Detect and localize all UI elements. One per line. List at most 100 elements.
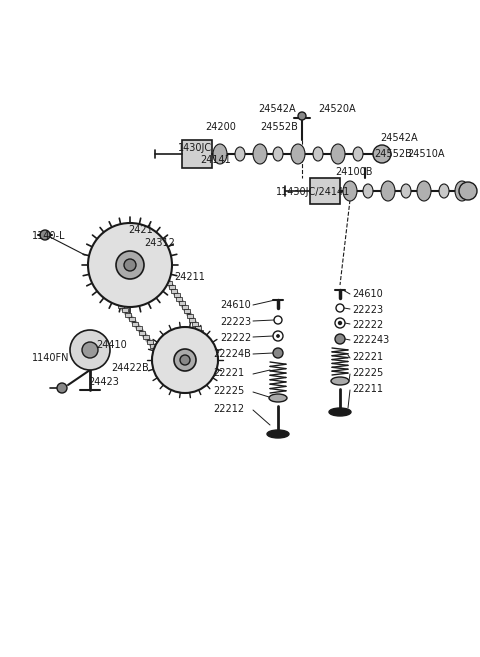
Circle shape [273, 348, 283, 358]
Circle shape [40, 230, 50, 240]
Bar [132, 322, 138, 326]
Bar [171, 289, 177, 293]
Ellipse shape [331, 377, 349, 385]
Text: 24610: 24610 [220, 300, 251, 310]
Ellipse shape [269, 394, 287, 402]
Circle shape [70, 330, 110, 370]
Text: 22223: 22223 [220, 317, 251, 327]
Ellipse shape [331, 144, 345, 164]
Bar [129, 317, 135, 321]
Text: 24423: 24423 [88, 377, 119, 387]
Bar [203, 338, 208, 342]
Text: 24520A: 24520A [318, 104, 356, 114]
Bar [205, 342, 211, 346]
Ellipse shape [439, 184, 449, 198]
Ellipse shape [343, 181, 357, 201]
Bar [164, 277, 169, 281]
Text: 22223: 22223 [352, 305, 383, 315]
Text: 24211: 24211 [174, 272, 205, 282]
Bar [197, 330, 203, 334]
Text: 24141: 24141 [200, 155, 231, 165]
Bar [177, 297, 182, 301]
Circle shape [88, 223, 172, 307]
Bar [207, 346, 214, 350]
Bar [310, 178, 340, 204]
Text: 11430JC/24141: 11430JC/24141 [276, 187, 350, 197]
Text: 22224B: 22224B [213, 349, 251, 359]
Bar [187, 313, 193, 317]
Bar [194, 326, 201, 330]
Text: 24200: 24200 [205, 122, 236, 132]
Bar [190, 317, 195, 322]
Bar [115, 299, 120, 304]
Text: 22225: 22225 [213, 386, 244, 396]
Bar [200, 334, 206, 338]
Text: 22221: 22221 [352, 352, 383, 362]
Text: 24552B: 24552B [374, 149, 412, 159]
Circle shape [82, 342, 98, 358]
Text: 1430JC: 1430JC [178, 143, 212, 153]
Text: 24312: 24312 [144, 238, 175, 248]
Ellipse shape [381, 181, 395, 201]
Text: 1140-L: 1140-L [32, 231, 65, 241]
Circle shape [298, 112, 306, 120]
Bar [93, 272, 99, 276]
Bar [166, 281, 172, 285]
Text: 22225: 22225 [352, 368, 383, 378]
Text: 2421: 2421 [128, 225, 153, 235]
Circle shape [152, 327, 218, 393]
Ellipse shape [401, 184, 411, 198]
Circle shape [335, 334, 345, 344]
Bar [146, 340, 153, 344]
Circle shape [276, 334, 279, 338]
Bar [150, 344, 156, 348]
Text: 22211: 22211 [352, 384, 383, 394]
Text: 24510A: 24510A [407, 149, 444, 159]
Bar [140, 330, 145, 335]
Ellipse shape [353, 147, 363, 161]
Bar [125, 313, 131, 317]
Circle shape [338, 321, 341, 325]
Ellipse shape [267, 430, 289, 438]
Circle shape [373, 145, 391, 163]
Bar [192, 322, 198, 326]
Bar [136, 327, 142, 330]
Text: 22222: 22222 [352, 320, 383, 330]
Bar [174, 293, 180, 297]
Text: 24410: 24410 [96, 340, 127, 350]
Bar [118, 304, 124, 307]
Ellipse shape [363, 184, 373, 198]
Circle shape [174, 349, 196, 371]
Text: 24542A: 24542A [380, 133, 418, 143]
Text: 24552B: 24552B [260, 122, 298, 132]
Text: 24542A: 24542A [258, 104, 296, 114]
Bar [143, 335, 149, 339]
Ellipse shape [455, 181, 469, 201]
Circle shape [124, 259, 136, 271]
Bar [100, 281, 107, 285]
Ellipse shape [235, 147, 245, 161]
Bar [108, 290, 114, 294]
Ellipse shape [313, 147, 323, 161]
Text: 1140FN: 1140FN [32, 353, 70, 363]
Bar [97, 277, 103, 281]
Bar [104, 286, 110, 290]
Ellipse shape [417, 181, 431, 201]
Bar [181, 306, 188, 309]
Ellipse shape [291, 144, 305, 164]
Text: 24422B: 24422B [111, 363, 149, 373]
Text: 22212: 22212 [213, 404, 244, 414]
Bar [182, 140, 212, 168]
Ellipse shape [253, 144, 267, 164]
Bar [168, 285, 175, 289]
Text: 24100B: 24100B [335, 167, 372, 177]
Ellipse shape [329, 408, 351, 416]
Ellipse shape [273, 147, 283, 161]
Ellipse shape [213, 144, 227, 164]
Text: 24610: 24610 [352, 289, 383, 299]
Bar [184, 309, 190, 313]
Text: 22221: 22221 [213, 368, 244, 378]
Bar [111, 295, 117, 299]
Bar [122, 308, 128, 312]
Text: 222243: 222243 [352, 335, 389, 345]
